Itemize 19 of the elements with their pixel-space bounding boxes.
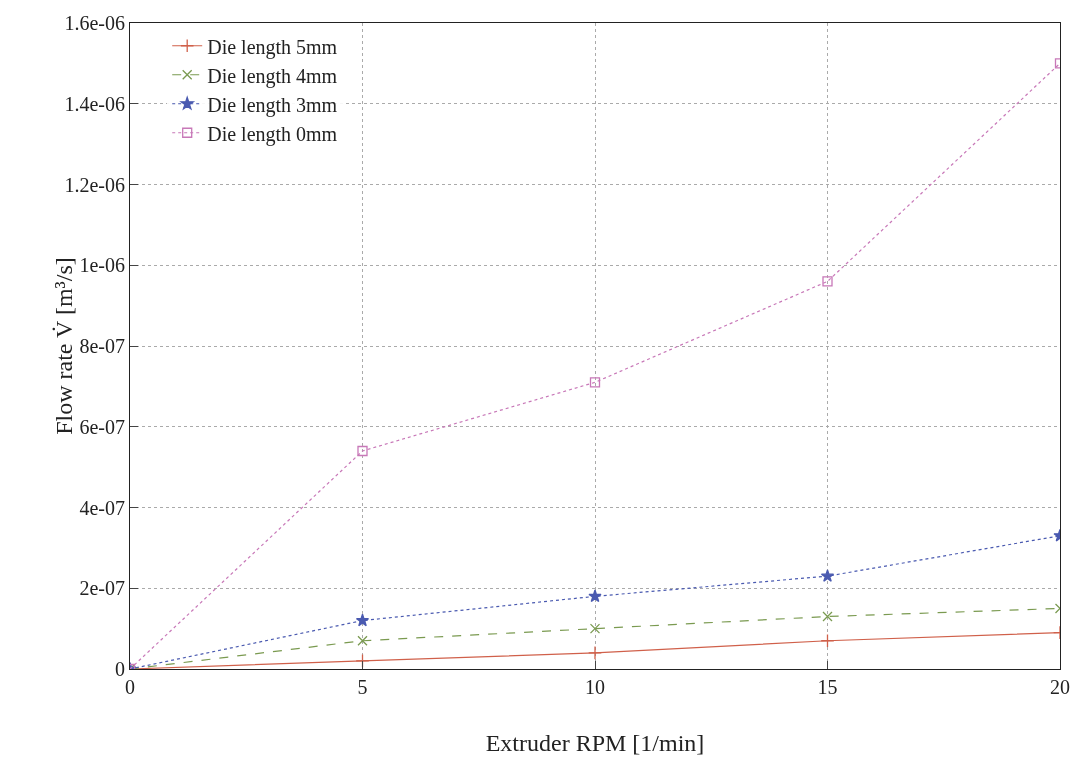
x-axis-title: Extruder RPM [1/min] — [485, 730, 705, 756]
x-tick-label: 15 — [817, 676, 838, 698]
y-tick-label: 6e-07 — [79, 415, 125, 438]
legend-label: Die length 4mm — [207, 64, 338, 88]
y-tick-label: 1.6e-06 — [64, 12, 125, 34]
y-tick-label: 1.4e-06 — [64, 92, 125, 115]
y-tick-label: 1e-06 — [79, 254, 125, 277]
y-tick-label: 4e-07 — [79, 496, 125, 519]
legend-label: Die length 3mm — [207, 93, 338, 117]
x-tick-label: 5 — [357, 676, 368, 698]
x-tick-label: 20 — [1050, 676, 1070, 698]
y-tick-label: 8e-07 — [79, 335, 125, 357]
legend-label: Die length 0mm — [207, 122, 338, 146]
y-axis-title: Flow rate V̇ [m³/s] — [51, 257, 77, 435]
legend-label: Die length 5mm — [207, 35, 338, 59]
y-tick-label: 2e-07 — [79, 577, 125, 600]
x-tick-label: 10 — [585, 676, 605, 698]
y-tick-label: 0 — [115, 658, 125, 680]
y-tick-label: 1.2e-06 — [64, 173, 125, 196]
